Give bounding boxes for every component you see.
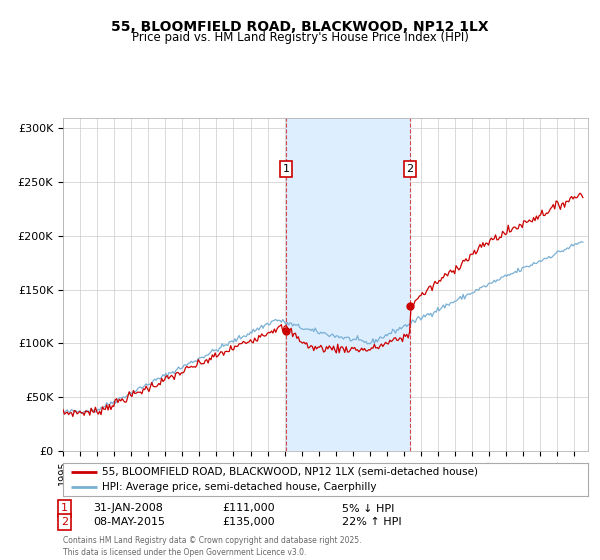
- Text: 55, BLOOMFIELD ROAD, BLACKWOOD, NP12 1LX: 55, BLOOMFIELD ROAD, BLACKWOOD, NP12 1LX: [111, 20, 489, 34]
- Text: 22% ↑ HPI: 22% ↑ HPI: [342, 517, 401, 527]
- Text: 55, BLOOMFIELD ROAD, BLACKWOOD, NP12 1LX (semi-detached house): 55, BLOOMFIELD ROAD, BLACKWOOD, NP12 1LX…: [103, 467, 478, 477]
- Text: 08-MAY-2015: 08-MAY-2015: [93, 517, 165, 527]
- Text: HPI: Average price, semi-detached house, Caerphilly: HPI: Average price, semi-detached house,…: [103, 482, 377, 492]
- Text: 5% ↓ HPI: 5% ↓ HPI: [342, 503, 394, 514]
- Text: 2: 2: [61, 517, 68, 527]
- Text: Contains HM Land Registry data © Crown copyright and database right 2025.
This d: Contains HM Land Registry data © Crown c…: [63, 536, 361, 557]
- Text: Price paid vs. HM Land Registry's House Price Index (HPI): Price paid vs. HM Land Registry's House …: [131, 31, 469, 44]
- Text: 31-JAN-2008: 31-JAN-2008: [93, 503, 163, 514]
- Text: 1: 1: [61, 503, 68, 514]
- Bar: [286, 118, 410, 451]
- Text: £135,000: £135,000: [222, 517, 275, 527]
- Text: 1: 1: [283, 164, 289, 174]
- Text: £111,000: £111,000: [222, 503, 275, 514]
- Text: 2: 2: [406, 164, 413, 174]
